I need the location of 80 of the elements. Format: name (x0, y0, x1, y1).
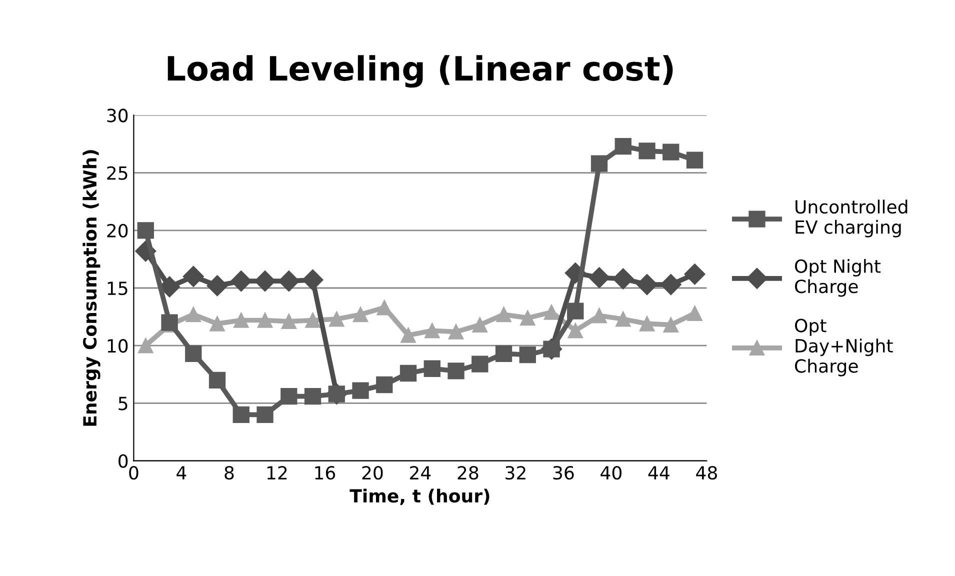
point (230, 270, 252, 292)
x-tick-label: 12 (267, 466, 287, 480)
point (544, 304, 560, 320)
point (588, 267, 610, 288)
point (472, 317, 488, 333)
x-tick-label: 40 (600, 466, 622, 480)
point (590, 155, 608, 172)
point (616, 311, 631, 327)
point (400, 364, 417, 382)
point (182, 266, 204, 287)
y-tick-label: 20 (107, 224, 128, 238)
point (376, 376, 393, 394)
y-tick-label: 25 (107, 166, 128, 180)
point (567, 302, 584, 320)
y-tick-label: 15 (108, 282, 128, 296)
x-tick-label: 36 (553, 466, 574, 480)
x-tick-label: 24 (410, 466, 431, 480)
point (660, 274, 682, 296)
point (686, 152, 704, 168)
point (281, 314, 297, 330)
point (592, 308, 607, 324)
x-tick-label: 0 (129, 466, 138, 480)
point (520, 310, 536, 326)
x-tick-label: 8 (224, 466, 234, 480)
x-tick-label: 28 (458, 466, 478, 480)
point (206, 275, 228, 296)
point (185, 345, 202, 362)
point (639, 316, 655, 332)
point (278, 270, 300, 292)
point (137, 222, 154, 239)
point (612, 268, 634, 290)
point (232, 406, 250, 424)
x-tick-label: 4 (176, 466, 186, 480)
point (352, 382, 369, 399)
point (424, 322, 440, 338)
point (684, 264, 706, 285)
x-tick-label: 48 (696, 466, 717, 480)
point (448, 362, 464, 380)
point (280, 388, 298, 405)
point (519, 346, 536, 364)
x-tick-label: 32 (506, 466, 526, 480)
point (210, 316, 225, 332)
point (472, 356, 488, 372)
point (257, 312, 273, 328)
y-axis-title: Energy Consumption (kWh) (82, 150, 100, 426)
point (636, 274, 658, 296)
point (448, 324, 464, 340)
x-tick-label: 20 (362, 466, 383, 480)
point (186, 306, 202, 322)
point (305, 312, 320, 328)
point (302, 269, 324, 290)
point (400, 328, 416, 343)
point (329, 311, 344, 327)
point (352, 306, 368, 322)
point (376, 300, 392, 316)
x-tick-label: 44 (648, 466, 670, 480)
point (614, 138, 632, 155)
y-tick-label: 5 (118, 396, 128, 410)
legend-label: Uncontrolled EV charging (796, 200, 908, 238)
point (208, 372, 226, 388)
point (138, 338, 154, 354)
chart-title: Load Leveling (Linear cost) (168, 55, 673, 88)
point (568, 322, 584, 338)
point (496, 306, 512, 322)
y-tick-label: 30 (107, 108, 128, 122)
point (687, 306, 702, 321)
x-tick-label: 16 (315, 466, 336, 480)
x-axis-title: Time, t (hour) (350, 488, 490, 505)
point (638, 142, 656, 160)
y-tick-label: 0 (118, 454, 128, 468)
legend-label: Opt Night Charge (795, 259, 881, 297)
legend-label: Opt Day+Night Charge (795, 318, 893, 376)
y-tick-label: 10 (108, 339, 128, 353)
point (663, 317, 679, 333)
point (256, 406, 274, 424)
point (424, 360, 440, 377)
point (304, 388, 322, 405)
point (662, 144, 680, 160)
point (234, 312, 249, 328)
point (495, 345, 512, 362)
